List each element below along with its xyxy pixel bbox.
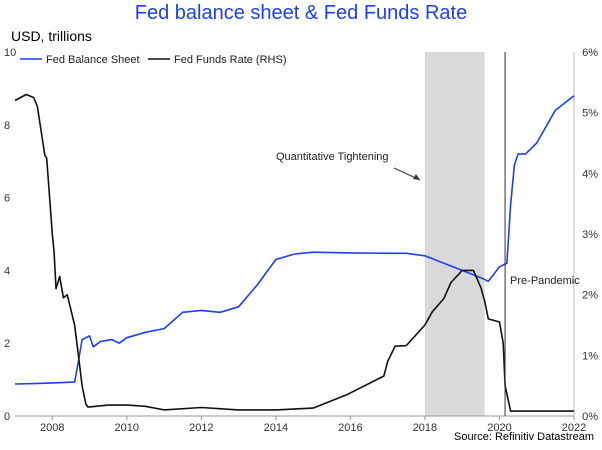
x-tick-label: 2016 (338, 422, 362, 434)
axis-layer: 0 2 4 6 8 10 0% 1% 2% 3% 4% 5% 6% 2008 2010 2012 2014 201… (4, 47, 598, 434)
x-tick-label: 2020 (487, 422, 511, 434)
y2-tick-label: 2% (582, 290, 598, 302)
pre-pandemic-label: Pre-Pandemic (510, 275, 580, 287)
y2-tick-label: 4% (582, 168, 598, 180)
y-tick-label: 6 (4, 193, 10, 205)
y-tick-label: 8 (4, 120, 10, 132)
qt-shaded-band (424, 52, 485, 416)
band-layer (424, 52, 485, 416)
legend-entry: Fed Balance Sheet (46, 54, 140, 66)
x-tick-label: 2008 (40, 422, 64, 434)
fed-balance-sheet-line (14, 95, 575, 385)
legend-entry: Fed Funds Rate (RHS) (174, 54, 286, 66)
y2-tick-label: 6% (582, 47, 598, 59)
y2-tick-label: 5% (582, 108, 598, 120)
qt-annotation-label: Quantitative Tightening (276, 151, 389, 163)
series-layer (14, 93, 575, 412)
qt-arrow-head (413, 174, 420, 180)
x-tick-label: 2018 (413, 422, 437, 434)
y-axis-label: USD, trillions (11, 28, 92, 44)
y2-tick-label: 0% (582, 411, 598, 423)
y-tick-label: 2 (4, 338, 10, 350)
x-tick-label: 2010 (115, 422, 139, 434)
source-note: Source: Refinitiv Datastream (454, 431, 594, 443)
y2-tick-label: 3% (582, 229, 598, 241)
annotation-layer: Pre-Pandemic Quantitative Tightening (276, 52, 580, 416)
y-tick-label: 10 (4, 47, 16, 59)
x-tick-label: 2012 (189, 422, 213, 434)
y2-tick-label: 1% (582, 350, 598, 362)
chart-title: Fed balance sheet & Fed Funds Rate (134, 2, 468, 24)
y-tick-label: 0 (4, 411, 10, 423)
y-tick-label: 4 (4, 265, 10, 277)
legend: Fed Balance Sheet Fed Funds Rate (RHS) (20, 54, 286, 66)
x-tick-label: 2014 (264, 422, 288, 434)
x-tick-label: 2022 (562, 422, 586, 434)
fed-funds-rate-line (14, 93, 574, 412)
